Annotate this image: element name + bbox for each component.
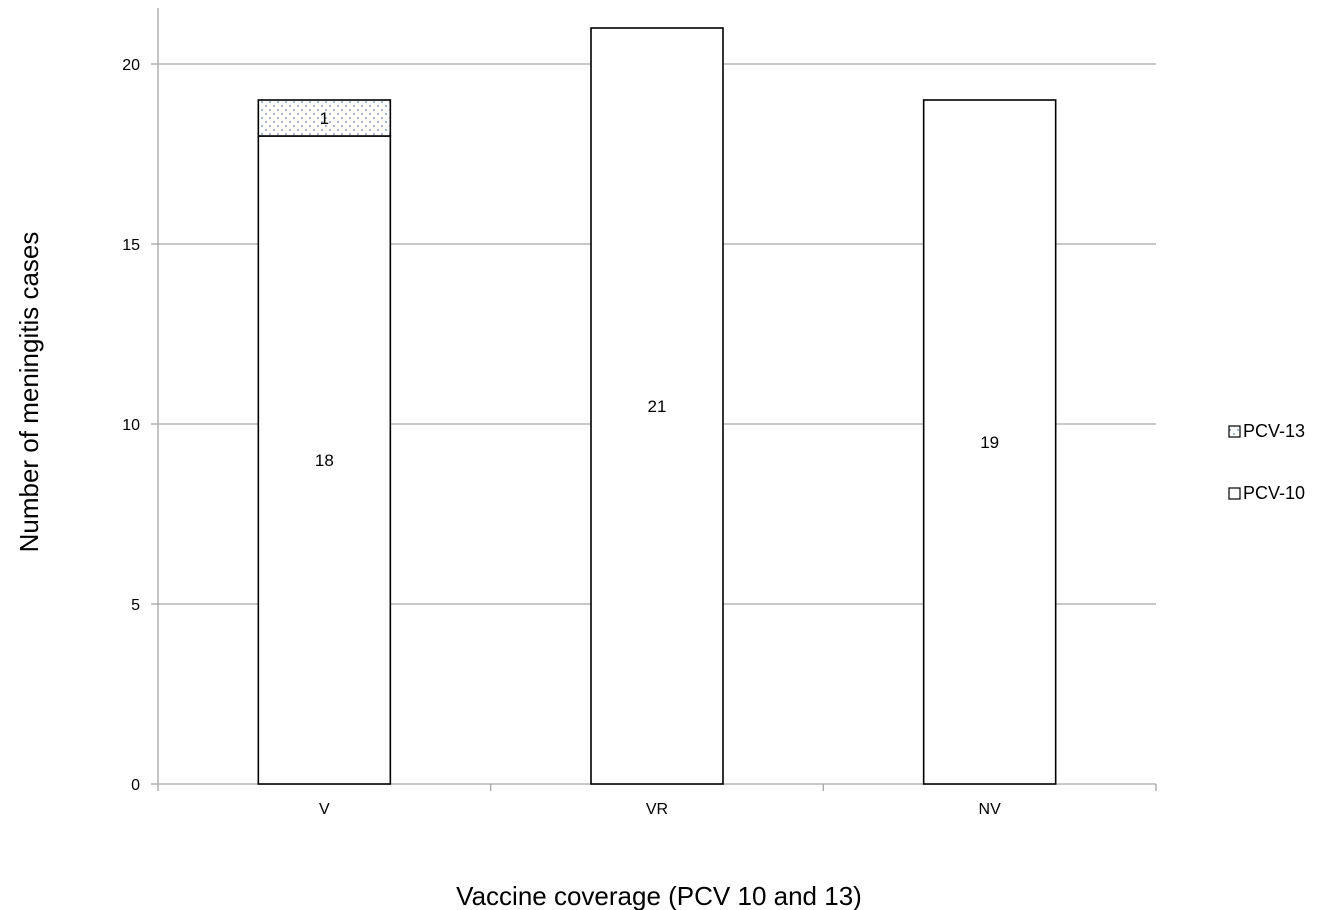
- y-tick-label: 20: [122, 57, 140, 74]
- data-label: 18: [315, 451, 334, 470]
- bar-pcv-10-nv: [922, 99, 1057, 785]
- y-tick-label: 5: [131, 597, 140, 614]
- bar-pcv-10-v: [257, 135, 392, 785]
- legend-swatch: [1228, 487, 1241, 500]
- bars: [257, 27, 1057, 785]
- data-label: 21: [648, 397, 667, 416]
- data-label: 19: [980, 433, 999, 452]
- legend-label: PCV-10: [1243, 483, 1305, 503]
- bar-pcv-10-vr: [590, 27, 724, 785]
- x-tick-label: V: [319, 801, 330, 818]
- x-axis-title: Vaccine coverage (PCV 10 and 13): [456, 881, 862, 910]
- y-tick-label: 15: [122, 237, 140, 254]
- legend: PCV-13 PCV-10: [1228, 421, 1305, 503]
- tick-labels: 0 5 10 15 20 V VR NV: [122, 57, 1001, 818]
- y-tick-label: 10: [122, 417, 140, 434]
- bar-pcv-13-v: [257, 99, 392, 137]
- x-tick-label: VR: [646, 801, 668, 818]
- data-labels: 18 1 21 19: [315, 109, 999, 470]
- y-axis-title: Number of meningitis cases: [14, 232, 44, 553]
- data-label: 1: [320, 109, 329, 128]
- y-tick-label: 0: [131, 777, 140, 794]
- legend-swatch: [1228, 425, 1241, 438]
- x-tick-label: NV: [979, 801, 1002, 818]
- legend-label: PCV-13: [1243, 421, 1305, 441]
